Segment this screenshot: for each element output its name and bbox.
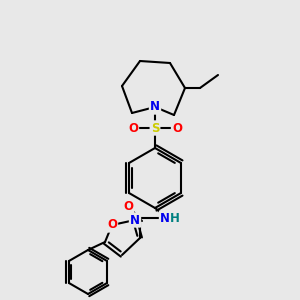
Text: N: N xyxy=(130,214,140,226)
Text: H: H xyxy=(170,212,180,224)
Text: S: S xyxy=(151,122,159,134)
Text: N: N xyxy=(150,100,160,113)
Text: O: O xyxy=(107,218,117,232)
Text: O: O xyxy=(172,122,182,134)
Text: N: N xyxy=(160,212,170,224)
Text: O: O xyxy=(123,200,133,214)
Text: O: O xyxy=(128,122,138,134)
